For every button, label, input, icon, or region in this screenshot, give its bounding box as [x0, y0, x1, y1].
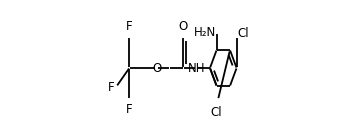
Text: H₂N: H₂N — [194, 26, 216, 38]
Text: Cl: Cl — [211, 106, 222, 119]
Text: F: F — [126, 20, 133, 33]
Text: F: F — [108, 81, 115, 95]
Text: Cl: Cl — [237, 27, 249, 40]
Text: O: O — [179, 20, 188, 33]
Text: O: O — [152, 61, 161, 75]
Text: F: F — [126, 103, 133, 116]
Text: NH: NH — [188, 61, 205, 75]
